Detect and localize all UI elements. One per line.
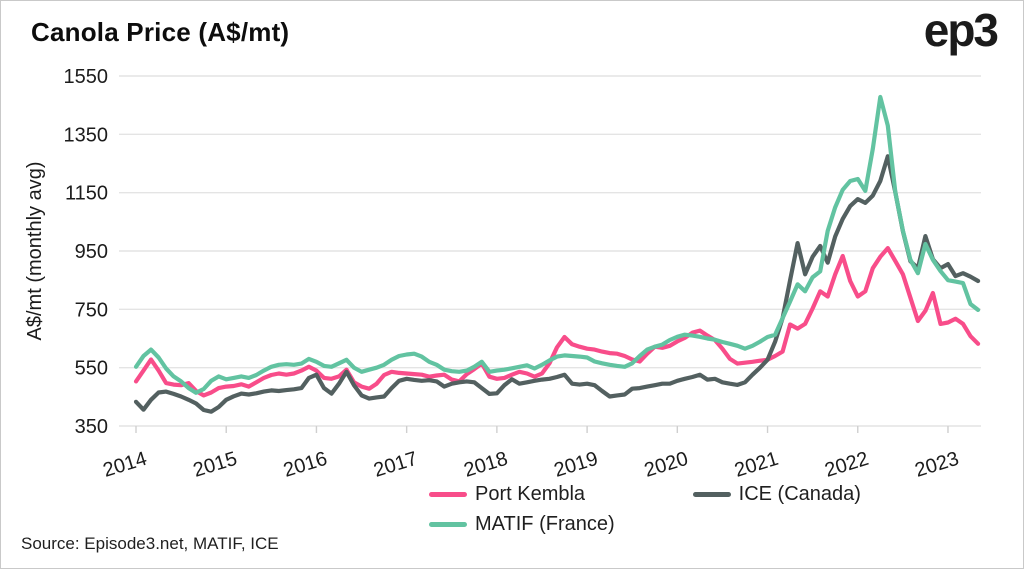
legend-label-matif-france: MATIF (France) (475, 513, 615, 535)
legend-label-port-kembla: Port Kembla (475, 483, 586, 505)
y-tick-label-550: 550 (75, 358, 108, 380)
series-line-matif-france (133, 94, 981, 395)
y-tick-label-1150: 1150 (65, 183, 108, 205)
y-tick-label-1350: 1350 (64, 124, 109, 146)
x-tick-label-2021: 2021 (732, 448, 781, 482)
legend-item-port-kembla: Port Kembla (429, 483, 615, 506)
series-line-port-kembla (133, 246, 981, 398)
x-tick-label-2014: 2014 (100, 448, 149, 482)
series-line-ice-canada (133, 154, 981, 414)
x-tick-label-2023: 2023 (912, 448, 961, 482)
legend-item-matif-france: MATIF (France) (429, 513, 615, 536)
port-kembla-line-swatch (429, 492, 467, 497)
page-title: Canola Price (A$/mt) (31, 17, 290, 47)
x-tick-label-2018: 2018 (461, 448, 510, 482)
y-tick-label-950: 950 (75, 241, 108, 263)
y-tick-label-350: 350 (75, 416, 108, 438)
legend-label-ice-canada: ICE (Canada) (738, 483, 861, 505)
x-tick-label-2022: 2022 (822, 448, 871, 482)
x-tick-label-2015: 2015 (191, 448, 240, 482)
x-tick-label-2019: 2019 (552, 448, 601, 482)
x-tick-label-2020: 2020 (642, 448, 691, 482)
y-tick-label-750: 750 (75, 299, 108, 321)
x-tick-label-2016: 2016 (281, 448, 330, 482)
y-axis-label: A$/mt (monthly avg) (24, 162, 46, 341)
ice-canada-line-swatch (692, 492, 731, 497)
source-note: Source: Episode3.net, MATIF, ICE (21, 534, 279, 553)
x-tick-label-2017: 2017 (371, 448, 420, 482)
matif-france-line-swatch (429, 522, 467, 527)
chart-legend: Port Kembla ICE (Canada) MATIF (France) (429, 483, 861, 536)
ep3-logo: ep3 (923, 4, 999, 56)
legend-item-ice-canada: ICE (Canada) (692, 483, 861, 506)
y-tick-label-1550: 1550 (64, 66, 109, 88)
